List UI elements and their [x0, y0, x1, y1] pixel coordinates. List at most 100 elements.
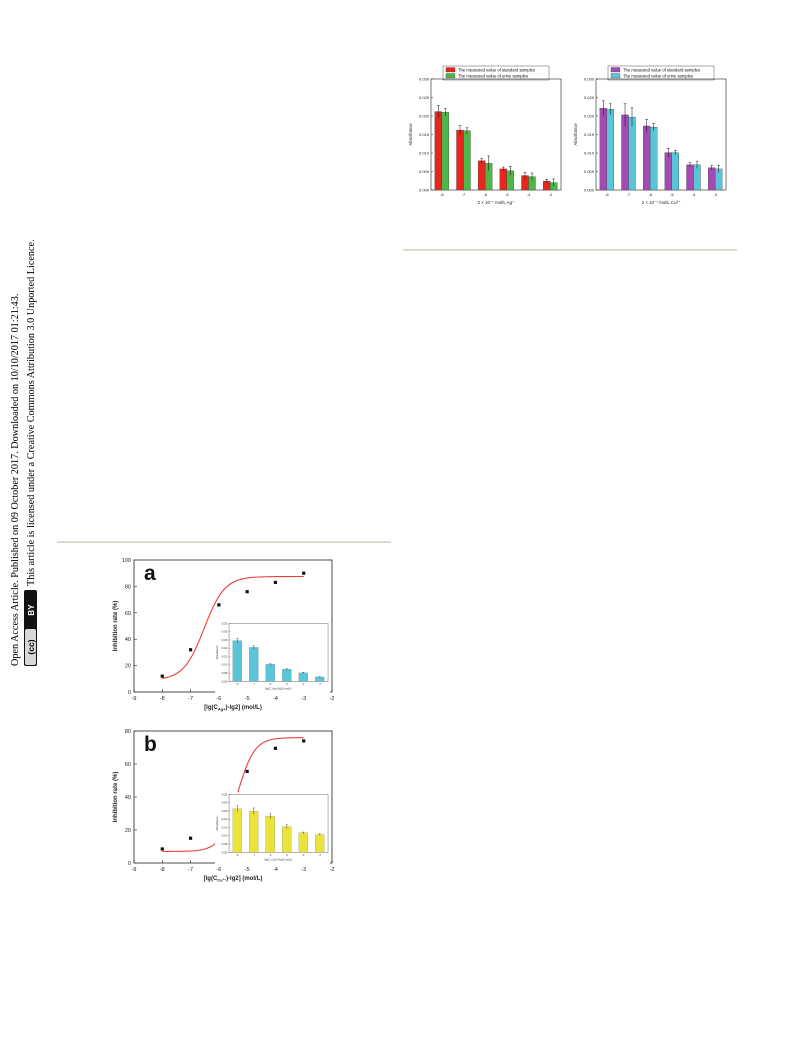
panel-b-inset-bar	[298, 832, 308, 853]
panel-a-ytick-label: 0	[128, 690, 131, 696]
top-right-bar	[643, 125, 651, 191]
panel-b-data-point	[273, 746, 278, 750]
top-right-ytick-label: 0.015	[584, 132, 595, 137]
panel-a-data-point	[245, 590, 249, 594]
top-left-bar	[463, 130, 471, 191]
top-right-bar	[650, 126, 658, 191]
panel-b-xtick-label: -3	[301, 867, 306, 873]
panel-b-ytick-label: 20	[125, 828, 131, 834]
panel-b-inset-ylabel: Absorbance	[215, 816, 219, 830]
cc-icon: (cc)	[26, 639, 36, 654]
section-divider-middle	[57, 541, 391, 543]
panel-b-xtick-label: -9	[132, 867, 137, 873]
top-right-xtick-label: -5	[670, 192, 674, 197]
panel-a-inset-bar	[265, 664, 275, 682]
top-right-legend-swatch	[610, 73, 621, 79]
panel-a-inset-xtick-label: -8	[236, 683, 239, 686]
panel-a-inset-xtick-label: -3	[319, 683, 322, 686]
panel-a-data-point	[302, 571, 306, 575]
panel-a-ylabel: Inhibition rate (%)	[113, 601, 119, 652]
panel-b-inset-frame	[228, 794, 329, 853]
license-watermark: Open Access Article. Published on 09 Oct…	[6, 196, 42, 666]
top-left-xtick-label: -4	[527, 192, 531, 197]
panel-a-inset-bar	[315, 676, 325, 682]
panel-a-inset-ytick-label: 0.030	[222, 631, 229, 634]
top-right-xtick-label: -8	[605, 192, 609, 197]
panel-a-inset-bg	[215, 621, 331, 694]
panel-a-inset-xtick-label: -6	[269, 683, 272, 686]
panel-b-ytick-label: 40	[125, 795, 131, 801]
top-right-legend-box	[607, 65, 715, 81]
top-right-bar	[621, 114, 629, 191]
top-right-xtick-label: -7	[627, 192, 631, 197]
panel-b-inset-ytick-label: 0.025	[222, 810, 229, 813]
top-right-bar	[599, 108, 607, 191]
panel-a-inset-bar	[282, 669, 292, 682]
top-right-plot-frame	[595, 78, 727, 191]
by-icon: BY	[27, 604, 36, 616]
top-left-legend: The measured value of standard samplesTh…	[442, 65, 550, 81]
panel-b-inset-ytick-label: 0.000	[222, 851, 229, 854]
top-left-bar	[499, 168, 507, 191]
panel-a-inset: 0.000 0.005 0.010 0.015 0.020 0.025 0.030 0.035…	[215, 621, 331, 694]
top-right-bar	[708, 167, 716, 191]
top-right-xlabel: 2 × 10⁻⁷ mol/L Cu²⁺	[642, 200, 681, 205]
panel-a-ytick-label: 20	[125, 664, 131, 670]
panel-a-inset-ytick-label: 0.015	[222, 655, 229, 658]
panel-a-inset-bar	[249, 647, 259, 682]
panel-b-inset-xtick-label: -3	[319, 854, 322, 857]
top-left-ytick-label: 0.020	[419, 113, 430, 118]
top-left-legend-box	[442, 65, 550, 81]
panel-a-panel-label: a	[144, 562, 156, 585]
panel-b-inset-xtick-label: -8	[236, 854, 239, 857]
panel-b-inset-ytick-label: 0.015	[222, 826, 229, 829]
panel-a-ytick-label: 80	[125, 584, 131, 590]
top-left-legend-swatch	[445, 73, 456, 79]
top-right-ytick-label: 0.030	[584, 76, 595, 81]
panel-a-inset-xlabel: [lg(C_Ag+)-lg2] (mol/L)	[265, 686, 291, 690]
top-right-chart: The measured value of standard samples Th…	[570, 62, 735, 212]
top-left-xlabel: 2 × 10⁻⁷ mol/L Ag⁺	[478, 200, 515, 205]
panel-b-inset-bar	[265, 816, 275, 853]
panel-a-data-point	[217, 603, 221, 607]
panel-a-xtick-label: -2	[330, 696, 335, 702]
panel-b-data-point	[160, 847, 164, 851]
panel-a-ytick-label: 60	[125, 611, 131, 617]
panel-a-data-point	[160, 674, 164, 678]
panel-a-xtick-label: -6	[216, 696, 221, 702]
panel-b-data-point	[302, 739, 306, 743]
top-right-ylabel: Absorbance	[573, 123, 578, 146]
top-left-legend-label: The measured value of standard samples	[458, 68, 535, 73]
cc-by-badge[interactable]: (cc) BY	[24, 590, 37, 666]
panel-a-xtick-label: -7	[188, 696, 193, 702]
panel-a-xtick-label: -8	[160, 696, 165, 702]
top-right-legend-swatch	[610, 67, 621, 73]
top-right-bar	[686, 164, 694, 191]
top-left-xtick-label: -5	[505, 192, 509, 197]
watermark-line1: Open Access Article. Published on 09 Oct…	[10, 294, 21, 666]
top-right-ytick-label: 0.000	[584, 187, 595, 192]
panel-b-xtick-label: -7	[188, 867, 193, 873]
top-left-xtick-label: -3	[548, 192, 552, 197]
top-left-ytick-label: 0.000	[419, 187, 430, 192]
panel-a-chart: a 0 20 40 60 80 100 -9 -8 -7 -6 -5 -4 -3 -2 Inhibition …	[100, 552, 345, 722]
panel-b-xtick-label: -8	[160, 867, 165, 873]
panel-a-xtick-label: -9	[132, 696, 137, 702]
panel-b-xtick-label: -4	[273, 867, 278, 873]
panel-a-inset-xtick-label: -5	[286, 683, 289, 686]
panel-b-ytick-label: 60	[125, 762, 131, 768]
top-left-plot-frame	[430, 78, 562, 191]
top-left-xtick-label: -7	[462, 192, 466, 197]
panel-b-chart: b 0 20 40 60 80 -9 -8 -7 -6 -5 -4 -3 -2 Inhibition rat…	[100, 723, 345, 893]
top-right-bar	[606, 109, 614, 191]
panel-a-data-point	[273, 580, 278, 585]
top-right-bar	[664, 152, 672, 191]
top-left-bar	[434, 111, 442, 191]
panel-a-inset-ytick-label: 0.010	[222, 664, 229, 667]
panel-b-ytick-label: 80	[125, 729, 131, 735]
top-right-ytick-label: 0.025	[584, 95, 595, 100]
top-right-ytick-label: 0.010	[584, 150, 595, 155]
top-left-bar	[456, 129, 464, 191]
top-left-ytick-label: 0.025	[419, 95, 430, 100]
top-right-xtick-label: -4	[692, 192, 696, 197]
